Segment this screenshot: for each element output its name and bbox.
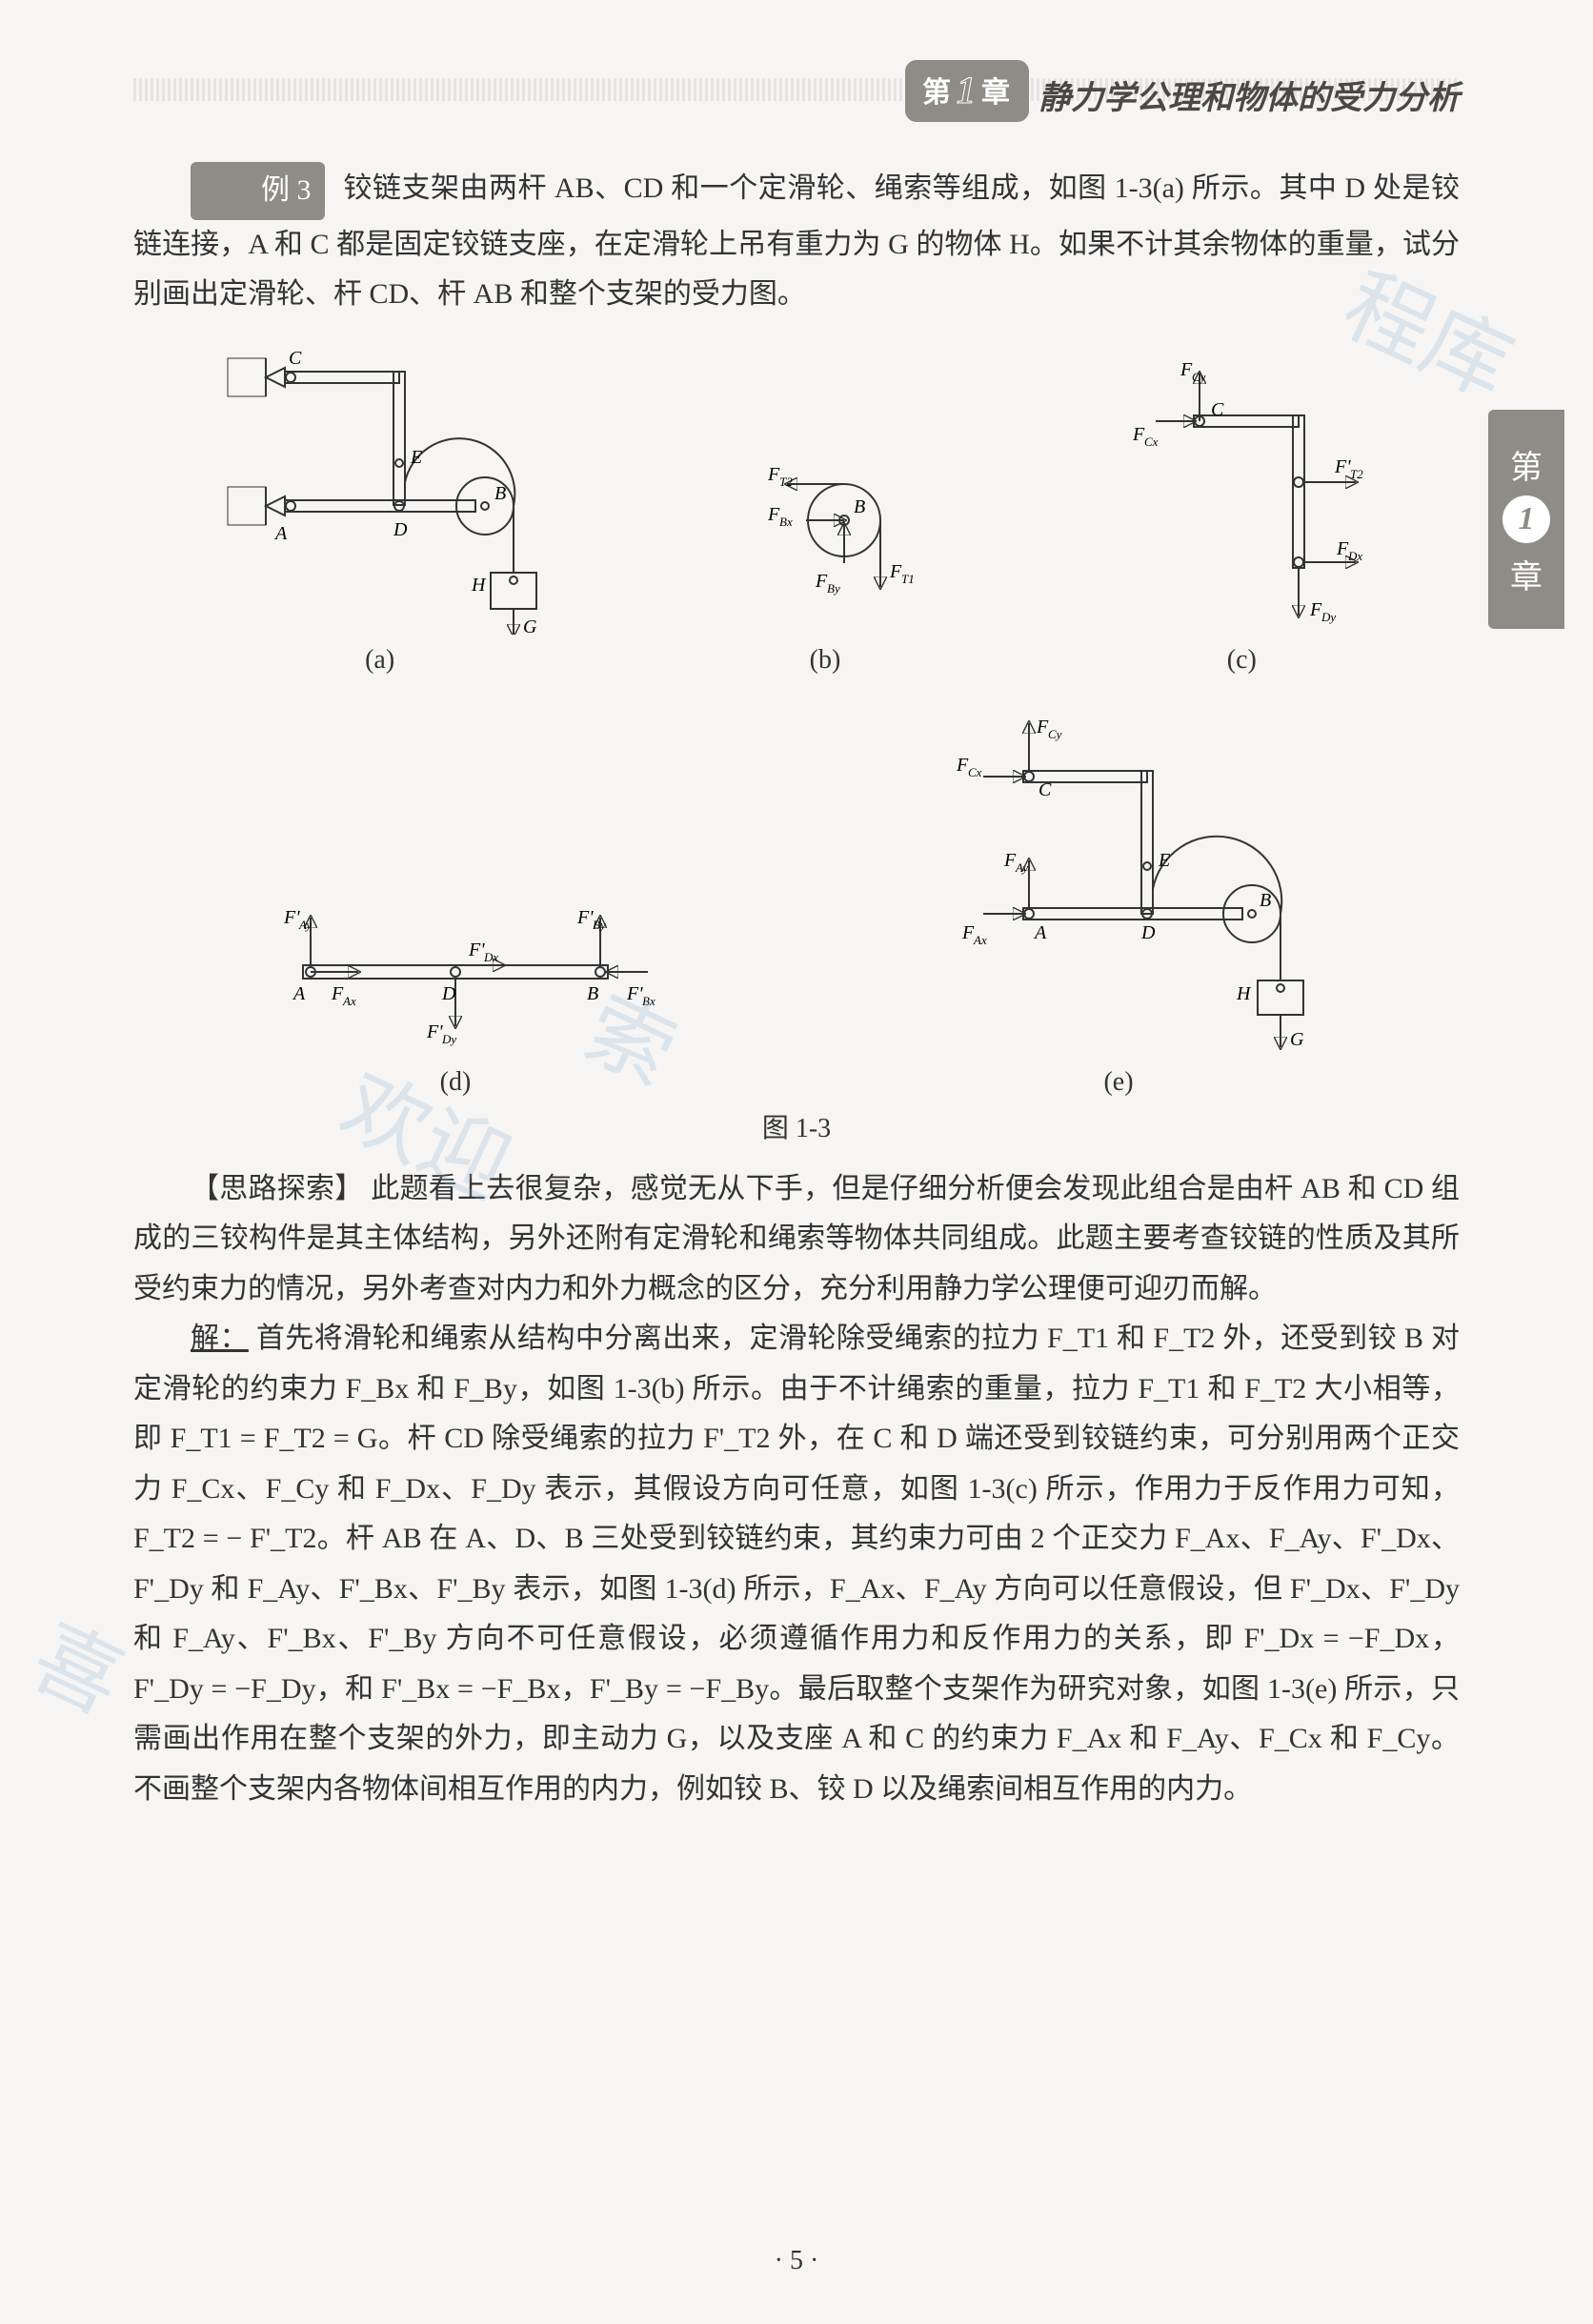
figure-a: C E A D B H G (a) <box>209 339 552 676</box>
svg-text:Ay: Ay <box>298 918 312 932</box>
figure-row-1: C E A D B H G (a) <box>133 339 1460 676</box>
figure-b: FT2 FBx FBy FT1 B (b) <box>701 425 949 676</box>
svg-text:A: A <box>273 523 288 544</box>
figure-b-label: (b) <box>701 645 949 676</box>
svg-text:Dx: Dx <box>483 950 498 964</box>
svg-text:B: B <box>854 496 865 517</box>
figure-a-label: (a) <box>209 645 552 676</box>
svg-text:T2: T2 <box>779 475 793 489</box>
svg-text:F': F' <box>626 983 643 1004</box>
side-tab-top: 第 <box>1510 441 1543 488</box>
svg-text:F': F' <box>283 907 300 928</box>
svg-text:Dy: Dy <box>441 1032 456 1046</box>
svg-text:Cx: Cx <box>1144 434 1159 449</box>
svg-text:F': F' <box>576 907 594 928</box>
side-tab-bottom: 章 <box>1510 551 1543 597</box>
svg-text:D: D <box>441 983 456 1004</box>
svg-text:F': F' <box>426 1021 443 1042</box>
problem-text: 铰链支架由两杆 AB、CD 和一个定滑轮、绳索等组成，如图 1-3(a) 所示。… <box>133 172 1460 310</box>
svg-text:Ay: Ay <box>1015 860 1028 875</box>
svg-text:B: B <box>587 983 598 1004</box>
badge-suffix: 章 <box>981 69 1012 111</box>
svg-text:T1: T1 <box>901 572 915 586</box>
svg-text:F: F <box>331 983 344 1004</box>
svg-text:Cy: Cy <box>1048 727 1062 741</box>
svg-text:F: F <box>767 504 780 525</box>
svg-text:F: F <box>1336 538 1349 559</box>
figure-c: FCy C FCx F'T2 FDx FDy (c) <box>1099 349 1384 676</box>
svg-text:H: H <box>1236 983 1252 1004</box>
diagram-b: FT2 FBx FBy FT1 B <box>701 425 949 635</box>
svg-text:Cx: Cx <box>968 765 982 779</box>
figure-c-label: (c) <box>1099 645 1384 676</box>
svg-text:Dx: Dx <box>1347 549 1362 563</box>
svg-text:F: F <box>1003 850 1017 871</box>
example-tag: 例 3 <box>191 162 325 220</box>
badge-prefix: 第 <box>922 69 953 111</box>
figure-d-label: (d) <box>236 1067 675 1098</box>
svg-text:C: C <box>1211 399 1224 420</box>
svg-text:F: F <box>815 571 828 592</box>
solution-paragraph: 解： 首先将滑轮和绳索从结构中分离出来，定滑轮除受绳索的拉力 F_T1 和 F_… <box>133 1314 1460 1814</box>
diagram-d: F'Ay A FAx F'Dx D F'Dy F'By B F'Bx <box>236 885 675 1057</box>
svg-text:Bx: Bx <box>779 515 793 529</box>
chapter-title: 静力学公理和物体的受力分析 <box>1038 71 1460 118</box>
figure-caption: 图 1-3 <box>133 1107 1460 1145</box>
solution-head: 解： <box>191 1323 249 1354</box>
side-tab-num: 1 <box>1502 495 1550 543</box>
chapter-badge: 第 1 章 <box>905 60 1029 122</box>
svg-text:By: By <box>827 581 840 596</box>
svg-text:F: F <box>1309 599 1322 620</box>
svg-text:F': F' <box>1334 456 1351 477</box>
svg-text:F: F <box>1180 359 1193 380</box>
svg-text:H: H <box>471 575 487 596</box>
svg-text:T2: T2 <box>1350 467 1363 481</box>
figure-e: FCy FCx C FAy FAx A D E B H G (e) <box>880 695 1357 1098</box>
figure-row-2: F'Ay A FAx F'Dx D F'Dy F'By B F'Bx (d) <box>133 695 1460 1098</box>
svg-text:Cy: Cy <box>1192 370 1206 384</box>
svg-text:D: D <box>1140 922 1156 943</box>
svg-text:Ax: Ax <box>342 994 356 1008</box>
analysis-head: 【思路探索】 <box>191 1173 364 1204</box>
svg-text:A: A <box>292 983 306 1004</box>
svg-text:G: G <box>523 616 537 635</box>
side-chapter-tab: 第 1 章 <box>1488 410 1564 629</box>
svg-text:F: F <box>961 922 975 943</box>
analysis-paragraph: 【思路探索】 此题看上去很复杂，感觉无从下手，但是仔细分析便会发现此组合是由杆 … <box>133 1164 1460 1315</box>
svg-text:By: By <box>593 918 606 932</box>
chapter-header: 第 1 章 静力学公理和物体的受力分析 <box>133 57 1460 124</box>
svg-text:F: F <box>767 464 780 485</box>
diagram-e: FCy FCx C FAy FAx A D E B H G <box>880 695 1357 1057</box>
diagram-a: C E A D B H G <box>209 339 552 635</box>
svg-text:F: F <box>1132 424 1145 445</box>
svg-text:F: F <box>889 561 902 582</box>
svg-text:Bx: Bx <box>642 994 655 1008</box>
badge-number: 1 <box>957 68 978 112</box>
svg-text:F: F <box>1036 717 1049 738</box>
svg-text:D: D <box>393 519 408 540</box>
svg-text:B: B <box>1260 890 1271 911</box>
svg-text:C: C <box>1038 779 1052 800</box>
svg-text:A: A <box>1033 922 1047 943</box>
svg-text:G: G <box>1290 1029 1304 1050</box>
svg-text:B: B <box>494 483 506 504</box>
svg-text:Dy: Dy <box>1321 610 1336 624</box>
page-number: · 5 · <box>0 2246 1593 2276</box>
problem-paragraph: 例 3 铰链支架由两杆 AB、CD 和一个定滑轮、绳索等组成，如图 1-3(a)… <box>133 162 1460 320</box>
figure-e-label: (e) <box>880 1067 1357 1098</box>
svg-text:E: E <box>1158 850 1170 871</box>
solution-text: 首先将滑轮和绳索从结构中分离出来，定滑轮除受绳索的拉力 F_T1 和 F_T2 … <box>133 1323 1460 1805</box>
figure-d: F'Ay A FAx F'Dx D F'Dy F'By B F'Bx (d) <box>236 885 675 1098</box>
svg-text:F': F' <box>468 940 485 960</box>
svg-text:C: C <box>289 348 302 369</box>
svg-text:Ax: Ax <box>973 933 987 947</box>
diagram-c: FCy C FCx F'T2 FDx FDy <box>1099 349 1384 635</box>
svg-text:E: E <box>410 447 422 468</box>
svg-text:F: F <box>956 755 969 776</box>
